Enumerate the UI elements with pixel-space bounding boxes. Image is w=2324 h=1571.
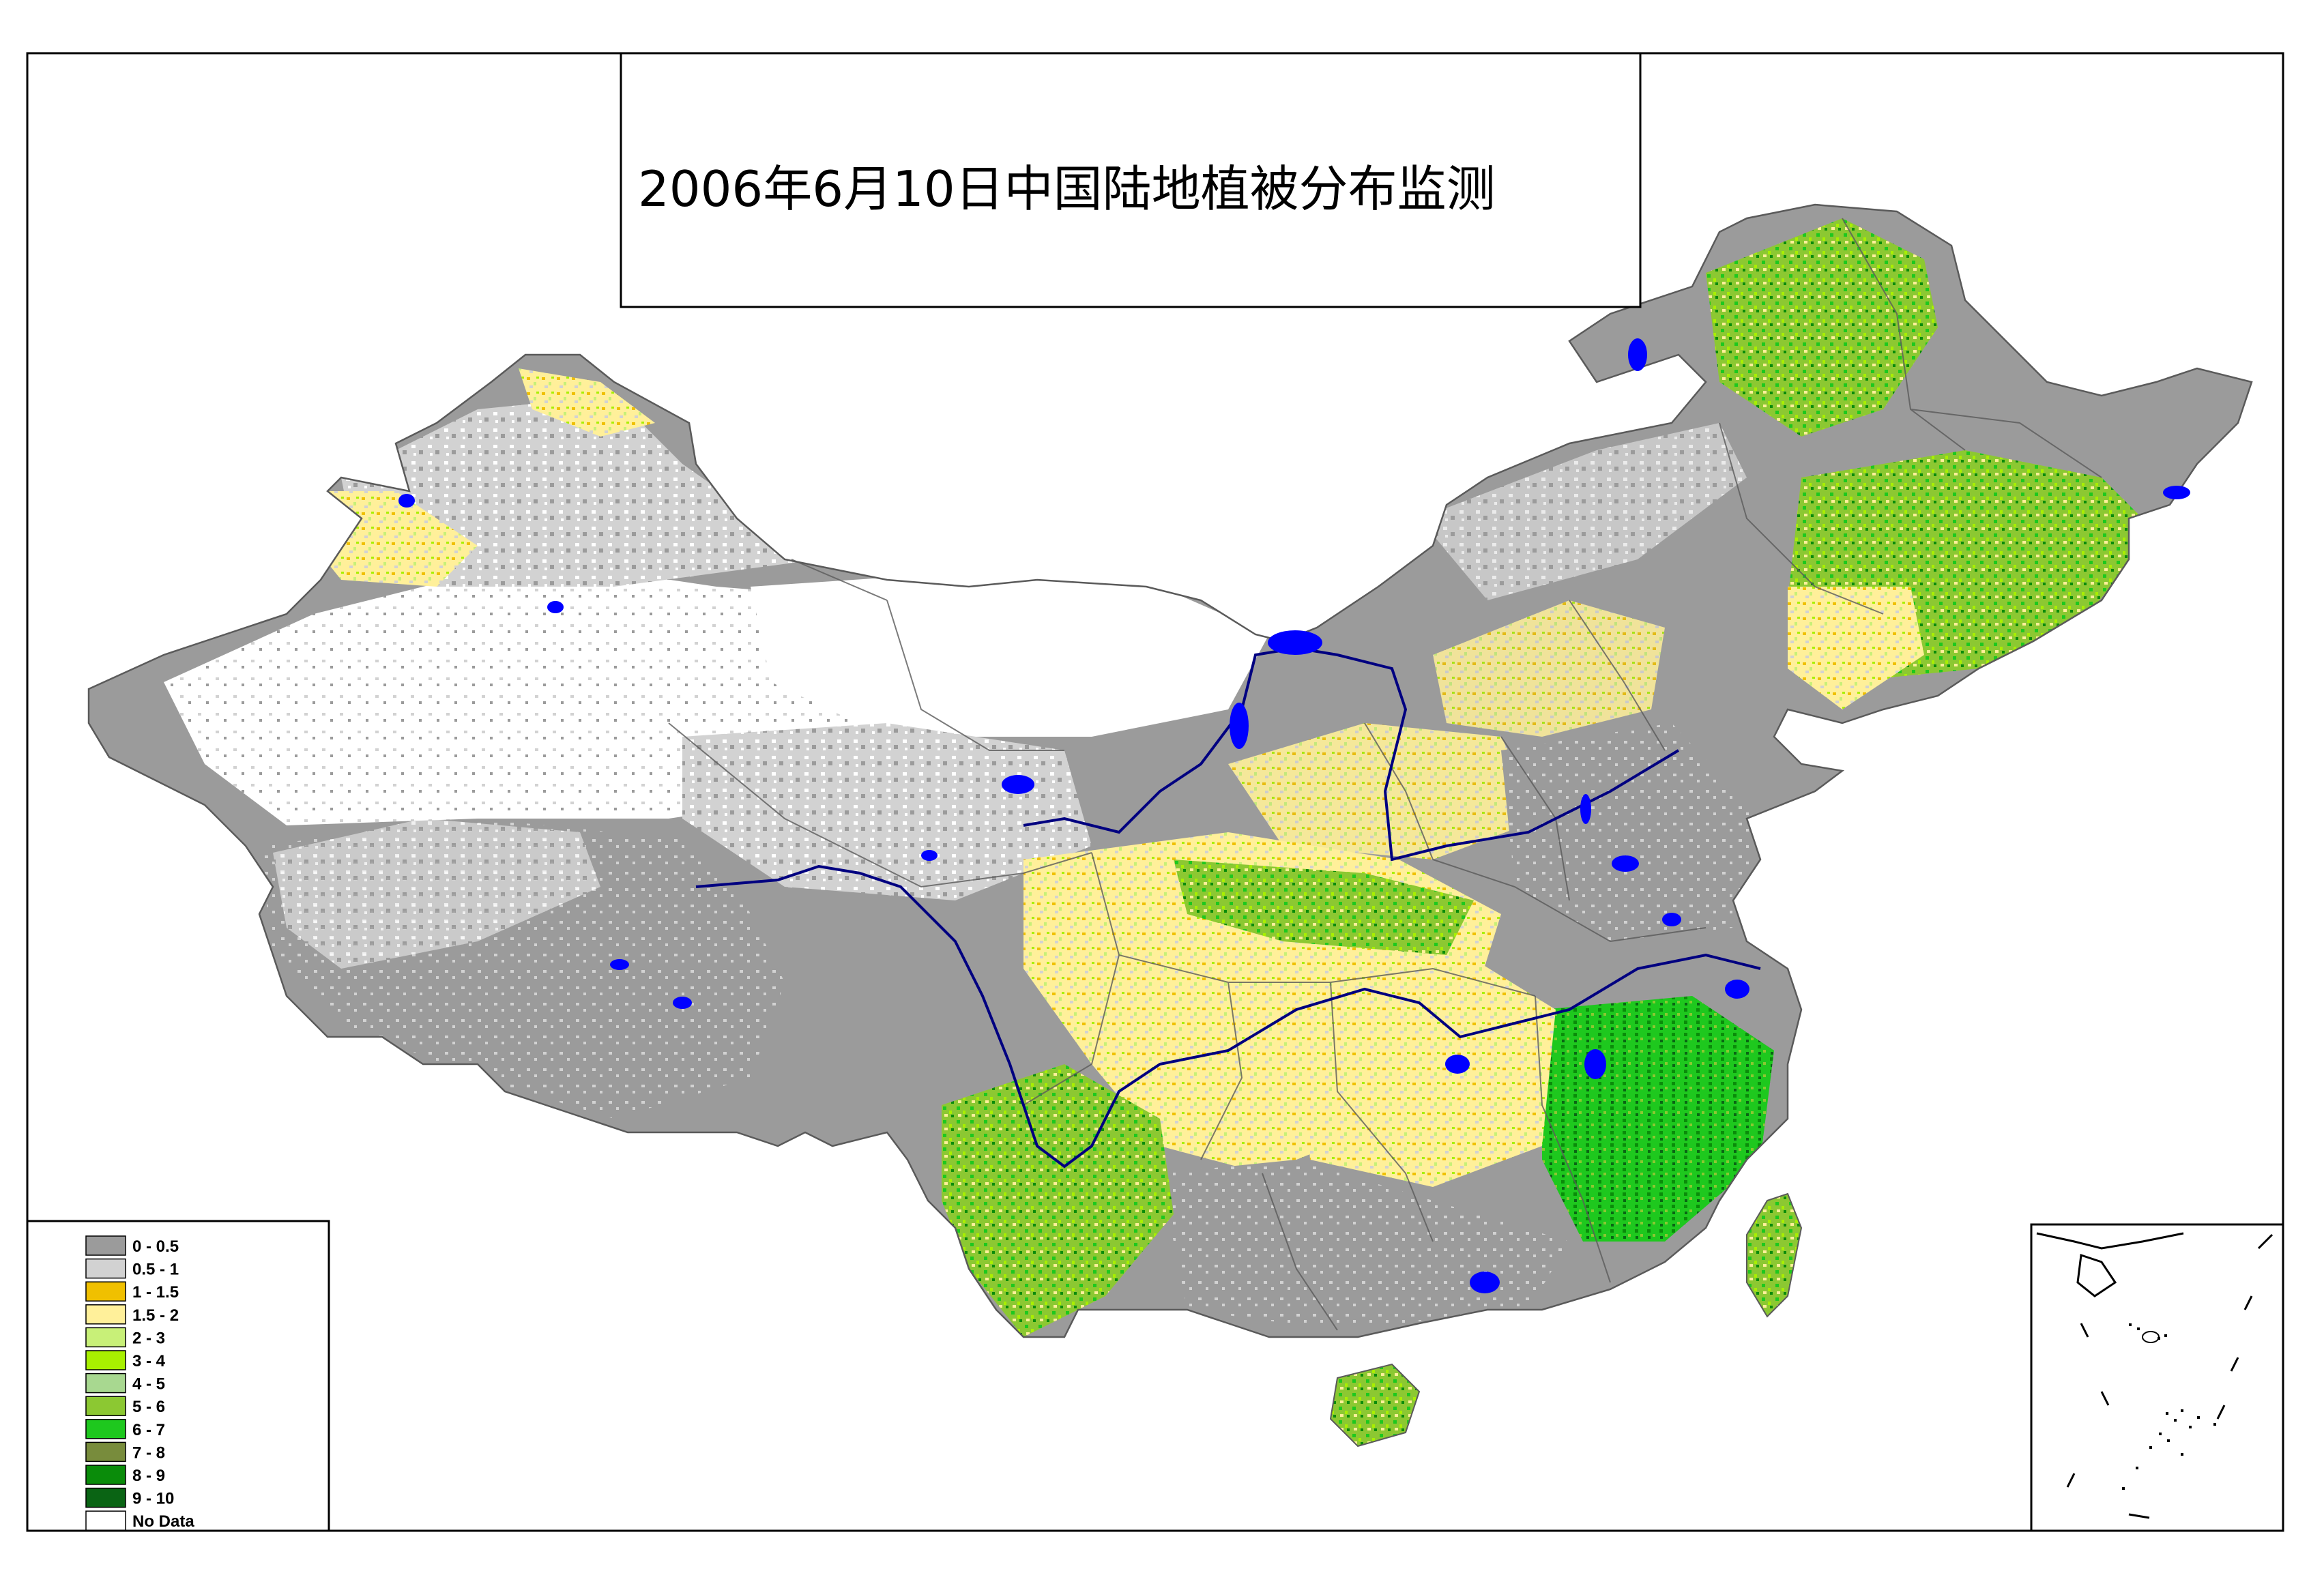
legend-label: 2 - 3 — [132, 1329, 165, 1347]
yangtze-river — [695, 864, 1761, 1169]
lake-hongze — [1612, 855, 1639, 872]
lake-xingkai — [2163, 486, 2190, 499]
lakes — [398, 338, 2190, 1293]
yellow-river — [1023, 646, 1680, 862]
legend-label: 0.5 - 1 — [132, 1261, 179, 1279]
lake-namco — [610, 959, 629, 970]
legend-label: 5 - 6 — [132, 1398, 165, 1416]
south-china-sea-inset — [2030, 1223, 2284, 1532]
legend-label: 7 - 8 — [132, 1443, 165, 1462]
lake-tai — [1725, 980, 1749, 999]
legend-label: No Data — [132, 1512, 194, 1531]
lake-chao — [1662, 913, 1681, 926]
region-southeast-green — [1542, 996, 1774, 1242]
region-qinghai-gansu — [682, 723, 1092, 900]
lake-ningxia — [1230, 703, 1249, 749]
legend-swatch — [85, 1235, 126, 1256]
rivers — [695, 646, 1761, 1169]
lake-balkhash-edge — [398, 494, 415, 508]
lake-ngoring — [921, 850, 938, 861]
region-south-china — [1160, 1160, 1569, 1330]
legend-swatch — [85, 1396, 126, 1416]
legend-swatch — [85, 1510, 126, 1531]
legend-swatch — [85, 1419, 126, 1439]
lake-ulansuhai — [1268, 630, 1322, 655]
lake-qinghai — [1002, 775, 1034, 794]
island-taiwan — [1746, 1192, 1803, 1318]
island-hainan — [1329, 1363, 1421, 1448]
lake-dongting — [1445, 1055, 1470, 1074]
region-northeast — [1706, 218, 1938, 437]
region-altai-veg — [519, 368, 655, 437]
lake-selin — [673, 997, 692, 1009]
inset-nine-dash — [2066, 1233, 2274, 1519]
legend-swatch — [85, 1465, 126, 1485]
lake-hulun — [1628, 338, 1647, 371]
region-inner-mongolia — [1419, 423, 1747, 600]
legend-label: 1.5 - 2 — [132, 1306, 179, 1325]
region-tibet-white — [273, 819, 600, 969]
legend-label: 8 - 9 — [132, 1467, 165, 1485]
lake-pearl-delta — [1470, 1272, 1500, 1293]
region-yunnan — [942, 1064, 1174, 1337]
legend-swatch — [85, 1281, 126, 1302]
lake-bosten — [547, 601, 564, 613]
legend-label: 9 - 10 — [132, 1490, 174, 1508]
legend-label: 4 - 5 — [132, 1375, 165, 1394]
map-title: 2006年6月10日中国陆地植被分布监测 — [638, 160, 1496, 218]
legend-swatch — [85, 1372, 126, 1394]
region-hunan-hubei — [1296, 955, 1556, 1187]
legend-swatch — [85, 1350, 126, 1370]
legend-label: 6 - 7 — [132, 1421, 165, 1439]
region-shanxi-hebei — [1433, 600, 1665, 737]
china-mainland — [87, 203, 2253, 1338]
region-north-china-plain — [1501, 723, 1760, 941]
legend-label: 3 - 4 — [132, 1352, 166, 1370]
legend-swatch — [85, 1441, 126, 1463]
region-liaoning — [1788, 587, 1924, 709]
inset-island-ring — [2142, 1331, 2160, 1343]
legend: 0 - 0.5 0.5 - 1 1 - 1.5 1.5 - 2 2 - 3 3 - 4 4 … — [26, 1220, 330, 1532]
title-box: 2006年6月10日中国陆地植被分布监测 — [620, 52, 1642, 308]
province-borders — [668, 218, 2102, 1331]
lake-poyang — [1584, 1049, 1606, 1079]
legend-swatch — [85, 1304, 126, 1325]
inset-coastline — [2036, 1232, 2184, 1297]
legend-swatch — [85, 1487, 126, 1508]
region-gobi — [751, 573, 1269, 737]
legend-label: 0 - 0.5 — [132, 1237, 179, 1256]
lake-weishan — [1580, 794, 1591, 824]
legend-swatch — [85, 1258, 126, 1279]
legend-swatch — [85, 1327, 126, 1348]
region-qinling — [1174, 860, 1474, 955]
legend-label: 1 - 1.5 — [132, 1283, 179, 1302]
